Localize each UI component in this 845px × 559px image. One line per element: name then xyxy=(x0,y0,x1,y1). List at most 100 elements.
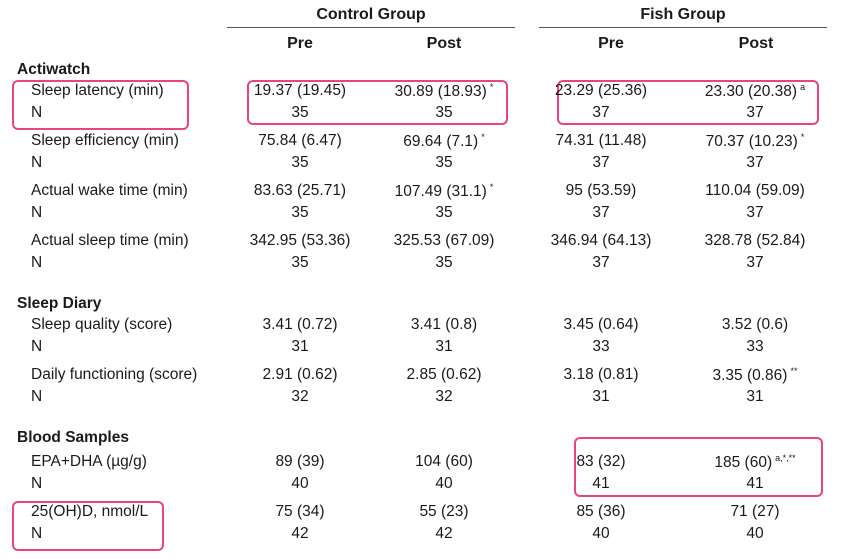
section-title: Sleep Diary xyxy=(17,295,102,312)
cell-c-pre: 2.91 (0.62) xyxy=(235,366,365,384)
cell-value: 74.31 (11.48) xyxy=(555,132,647,149)
section-title: Actiwatch xyxy=(17,61,91,78)
cell-f-post: 33 xyxy=(690,338,820,356)
control-pre-header: Pre xyxy=(287,35,313,52)
control-group-rule xyxy=(227,27,515,28)
cell-value: 31 xyxy=(746,388,764,405)
cell-f-post: 31 xyxy=(690,388,820,406)
row-label: 25(OH)D, nmol/L xyxy=(31,503,149,520)
cell-value: 3.41 (0.8) xyxy=(410,316,478,333)
cell-c-post: 69.64 (7.1) * xyxy=(379,132,509,151)
cell-value: 40 xyxy=(435,475,453,492)
cell-f-post: 70.37 (10.23) * xyxy=(690,132,820,151)
cell-c-pre: 35 xyxy=(235,204,365,222)
cell-c-post: 325.53 (67.09) xyxy=(379,232,509,250)
cell-c-post: 2.85 (0.62) xyxy=(379,366,509,384)
row-label: N xyxy=(31,204,43,221)
cell-value: 41 xyxy=(592,475,610,492)
cell-f-pre: 31 xyxy=(536,388,666,406)
cell-f-pre: 74.31 (11.48) xyxy=(536,132,666,150)
cell-f-pre: 23.29 (25.36) xyxy=(536,82,666,100)
cell-value: 23.30 (20.38) xyxy=(704,83,798,100)
cell-value: 37 xyxy=(746,104,764,121)
cell-f-post: 40 xyxy=(690,525,820,543)
significance-marker: a xyxy=(800,82,806,92)
cell-value: 75 (34) xyxy=(275,503,325,520)
highlight-vitamin-d-label xyxy=(12,501,164,551)
significance-marker: ** xyxy=(790,366,798,376)
cell-value: 40 xyxy=(291,475,309,492)
highlight-control-sleep-latency xyxy=(247,80,508,125)
cell-value: 2.85 (0.62) xyxy=(406,366,482,383)
cell-value: 104 (60) xyxy=(415,453,473,470)
cell-c-post: 40 xyxy=(379,475,509,493)
row-label: N xyxy=(31,154,43,171)
fish-group-rule xyxy=(539,27,827,28)
cell-c-post: 35 xyxy=(379,154,509,172)
cell-value: 40 xyxy=(746,525,764,542)
cell-c-pre: 342.95 (53.36) xyxy=(235,232,365,250)
section-title: Blood Samples xyxy=(17,429,129,446)
cell-value: 325.53 (67.09) xyxy=(393,232,495,249)
cell-value: 30.89 (18.93) xyxy=(394,83,487,100)
cell-value: 107.49 (31.1) xyxy=(394,183,487,200)
cell-value: 42 xyxy=(291,525,309,542)
cell-f-post: 110.04 (59.09) xyxy=(690,182,820,200)
cell-value: 37 xyxy=(746,204,764,221)
cell-c-pre: 35 xyxy=(235,154,365,172)
cell-f-pre: 83 (32) xyxy=(536,453,666,471)
cell-f-post: 37 xyxy=(690,154,820,172)
cell-value: 37 xyxy=(746,254,764,271)
cell-c-post: 32 xyxy=(379,388,509,406)
row-label: Sleep quality (score) xyxy=(31,316,173,333)
cell-f-pre: 3.18 (0.81) xyxy=(536,366,666,384)
cell-c-post: 35 xyxy=(379,254,509,272)
row-label: N xyxy=(31,104,43,121)
cell-value: 70.37 (10.23) xyxy=(705,133,798,150)
cell-value: 35 xyxy=(435,154,453,171)
cell-f-pre: 33 xyxy=(536,338,666,356)
cell-c-pre: 40 xyxy=(235,475,365,493)
significance-marker: * xyxy=(489,82,494,92)
cell-f-pre: 37 xyxy=(536,104,666,122)
cell-value: 35 xyxy=(291,154,309,171)
cell-c-pre: 89 (39) xyxy=(235,453,365,471)
cell-value: 185 (60) xyxy=(714,454,773,471)
row-label: Sleep latency (min) xyxy=(31,82,164,99)
fish-group-header: Fish Group xyxy=(640,6,726,23)
cell-value: 35 xyxy=(435,254,453,271)
cell-f-post: 37 xyxy=(690,254,820,272)
cell-c-pre: 31 xyxy=(235,338,365,356)
cell-c-pre: 83.63 (25.71) xyxy=(235,182,365,200)
cell-f-pre: 37 xyxy=(536,204,666,222)
row-label: Sleep efficiency (min) xyxy=(31,132,179,149)
highlight-sleep-latency-label xyxy=(12,80,189,130)
cell-f-pre: 41 xyxy=(536,475,666,493)
cell-value: 83 (32) xyxy=(576,453,626,470)
cell-c-pre: 35 xyxy=(235,254,365,272)
cell-value: 35 xyxy=(291,104,309,121)
cell-value: 342.95 (53.36) xyxy=(249,232,351,249)
row-label: Actual sleep time (min) xyxy=(31,232,189,249)
cell-value: 35 xyxy=(435,204,453,221)
cell-c-post: 104 (60) xyxy=(379,453,509,471)
row-label: EPA+DHA (µg/g) xyxy=(31,453,147,470)
cell-value: 33 xyxy=(592,338,610,355)
row-label: Actual wake time (min) xyxy=(31,182,188,199)
cell-f-post: 71 (27) xyxy=(690,503,820,521)
cell-f-post: 3.35 (0.86) ** xyxy=(690,366,820,385)
cell-f-post: 37 xyxy=(690,204,820,222)
cell-value: 35 xyxy=(435,104,453,121)
cell-value: 3.52 (0.6) xyxy=(721,316,789,333)
cell-value: 37 xyxy=(592,204,610,221)
significance-marker: * xyxy=(800,132,805,142)
cell-c-pre: 32 xyxy=(235,388,365,406)
cell-c-pre: 3.41 (0.72) xyxy=(235,316,365,334)
cell-value: 31 xyxy=(435,338,453,355)
cell-value: 35 xyxy=(291,254,309,271)
cell-value: 3.41 (0.72) xyxy=(262,316,338,333)
cell-f-pre: 95 (53.59) xyxy=(536,182,666,200)
cell-value: 23.29 (25.36) xyxy=(554,82,648,99)
cell-value: 37 xyxy=(592,104,610,121)
cell-value: 328.78 (52.84) xyxy=(704,232,806,249)
